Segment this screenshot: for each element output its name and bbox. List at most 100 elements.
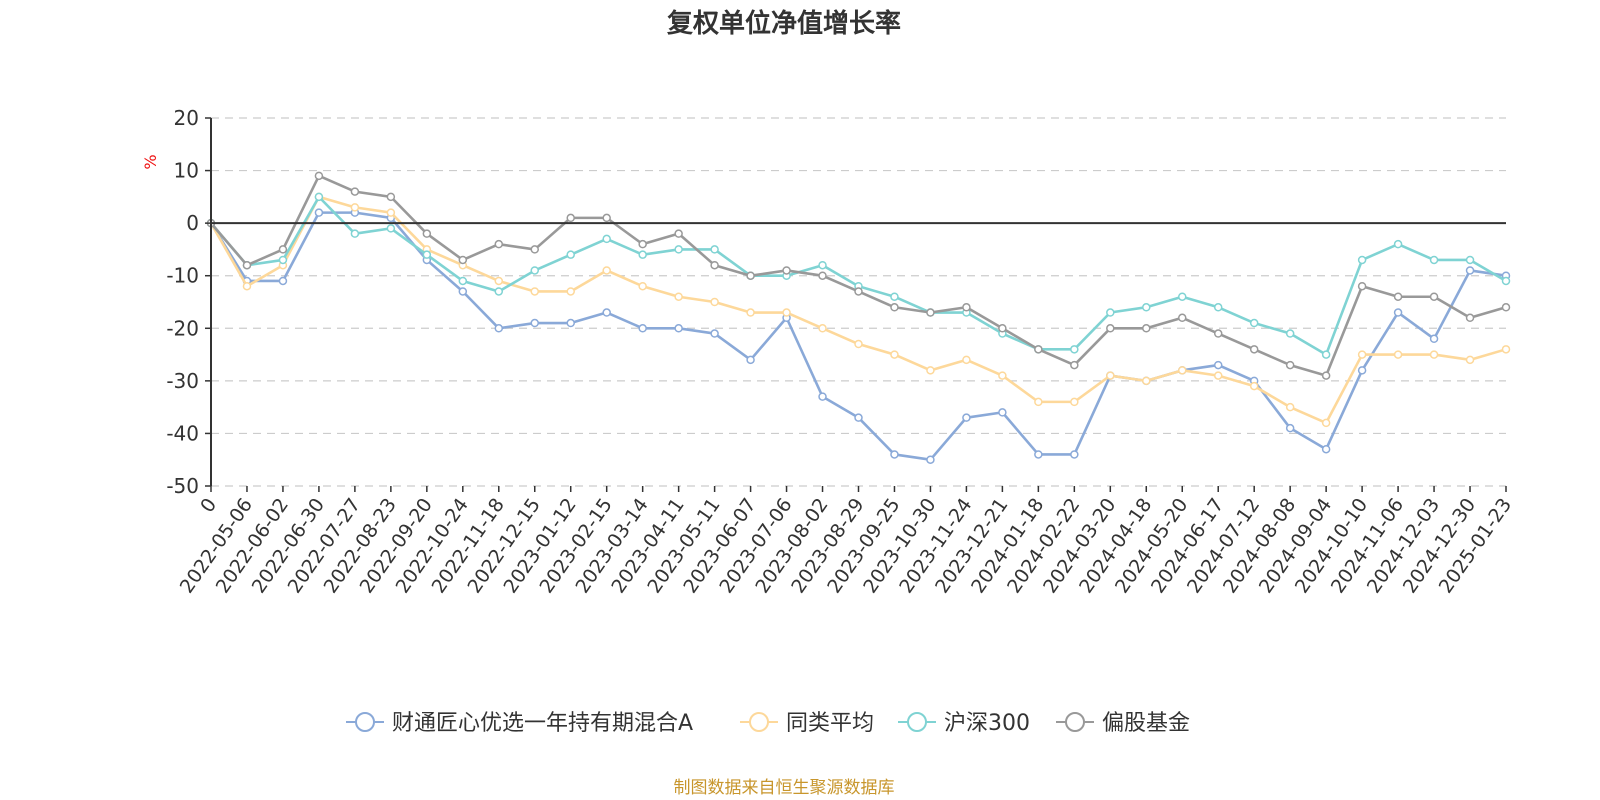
data-point bbox=[422, 250, 432, 259]
data-point bbox=[602, 234, 611, 244]
legend-label: 同类平均 bbox=[786, 711, 874, 736]
data-point bbox=[1465, 266, 1475, 275]
data-point bbox=[1465, 355, 1475, 365]
y-tick-label: 20 bbox=[174, 106, 199, 130]
data-point bbox=[962, 303, 971, 312]
data-point bbox=[746, 271, 755, 280]
data-point bbox=[242, 281, 252, 291]
data-point bbox=[314, 192, 324, 202]
data-point bbox=[818, 271, 827, 280]
data-point bbox=[1285, 329, 1295, 338]
data-point bbox=[1321, 418, 1331, 428]
data-point bbox=[530, 266, 539, 275]
data-point bbox=[1285, 360, 1295, 370]
legend-label: 财通匠心优选一年持有期混合A bbox=[392, 711, 693, 736]
data-point bbox=[602, 213, 611, 223]
series-lines bbox=[206, 171, 1511, 464]
data-point bbox=[1357, 255, 1367, 265]
data-point bbox=[1465, 313, 1475, 323]
data-point bbox=[890, 303, 899, 312]
data-point bbox=[1321, 371, 1331, 380]
data-point bbox=[494, 324, 504, 333]
legend-item: 沪深300 bbox=[898, 711, 1030, 736]
data-point bbox=[674, 245, 683, 254]
data-point bbox=[1070, 360, 1079, 370]
data-point bbox=[566, 318, 575, 328]
y-tick-label: -10 bbox=[166, 264, 199, 288]
legend: 财通匠心优选一年持有期混合A 同类平均 沪深300 偏股基金 bbox=[346, 711, 1190, 736]
chart-title: 复权单位净值增长率 bbox=[667, 8, 901, 39]
data-point bbox=[350, 203, 360, 212]
data-point bbox=[854, 287, 863, 296]
data-point bbox=[1249, 381, 1259, 391]
y-tick-label: -50 bbox=[166, 474, 199, 498]
data-point bbox=[278, 245, 288, 254]
data-point bbox=[1501, 303, 1511, 312]
data-point bbox=[890, 450, 899, 459]
data-point bbox=[1213, 329, 1223, 338]
data-point bbox=[746, 308, 755, 317]
data-point bbox=[1178, 292, 1187, 301]
data-point bbox=[674, 324, 683, 333]
data-point bbox=[494, 239, 504, 249]
data-point bbox=[998, 408, 1007, 417]
data-point bbox=[1285, 402, 1295, 412]
data-point bbox=[1321, 444, 1331, 454]
data-point bbox=[1106, 371, 1115, 380]
data-point bbox=[674, 229, 683, 238]
source-note: 制图数据来自恒生聚源数据库 bbox=[674, 778, 895, 798]
data-point bbox=[602, 308, 611, 317]
data-point bbox=[1393, 292, 1403, 301]
data-point bbox=[1501, 345, 1511, 354]
series-group bbox=[206, 192, 1511, 428]
data-point bbox=[1142, 376, 1151, 386]
legend-marker bbox=[907, 712, 927, 732]
data-point bbox=[1249, 318, 1259, 328]
data-point bbox=[314, 208, 324, 217]
data-point bbox=[890, 350, 899, 359]
data-point bbox=[1034, 397, 1043, 407]
data-point bbox=[746, 355, 755, 365]
data-point bbox=[494, 287, 504, 296]
data-point bbox=[278, 255, 288, 265]
data-point bbox=[854, 339, 863, 349]
legend-label: 偏股基金 bbox=[1102, 711, 1190, 736]
data-point bbox=[926, 308, 935, 317]
data-point bbox=[278, 276, 288, 286]
data-point bbox=[386, 224, 396, 233]
data-point bbox=[710, 297, 719, 307]
data-point bbox=[1429, 334, 1439, 344]
data-point bbox=[1178, 366, 1187, 375]
legend-label: 沪深300 bbox=[944, 711, 1030, 736]
data-point bbox=[1249, 345, 1259, 354]
y-tick-label: 10 bbox=[174, 159, 199, 183]
series-group bbox=[206, 171, 1511, 380]
data-point bbox=[1070, 397, 1079, 407]
data-point bbox=[1213, 360, 1223, 370]
legend-item: 偏股基金 bbox=[1056, 711, 1190, 736]
data-point bbox=[350, 229, 360, 238]
data-point bbox=[782, 266, 791, 275]
data-point bbox=[1213, 371, 1223, 380]
legend-item: 同类平均 bbox=[740, 711, 874, 736]
data-point bbox=[1106, 324, 1115, 333]
data-point bbox=[890, 292, 899, 301]
legend-item: 财通匠心优选一年持有期混合A bbox=[346, 711, 693, 736]
data-point bbox=[998, 324, 1007, 333]
data-point bbox=[530, 245, 539, 254]
data-point bbox=[458, 287, 468, 296]
grid-lines bbox=[211, 117, 1506, 487]
data-point bbox=[386, 192, 396, 202]
legend-marker bbox=[355, 712, 375, 732]
data-point bbox=[530, 318, 539, 328]
data-point bbox=[1357, 281, 1367, 291]
data-point bbox=[710, 329, 719, 338]
data-point bbox=[818, 260, 827, 270]
data-point bbox=[242, 260, 252, 270]
data-point bbox=[710, 260, 719, 270]
y-tick-label: -40 bbox=[166, 421, 199, 445]
data-point bbox=[1393, 350, 1403, 359]
data-point bbox=[926, 366, 935, 375]
data-point bbox=[674, 292, 683, 301]
